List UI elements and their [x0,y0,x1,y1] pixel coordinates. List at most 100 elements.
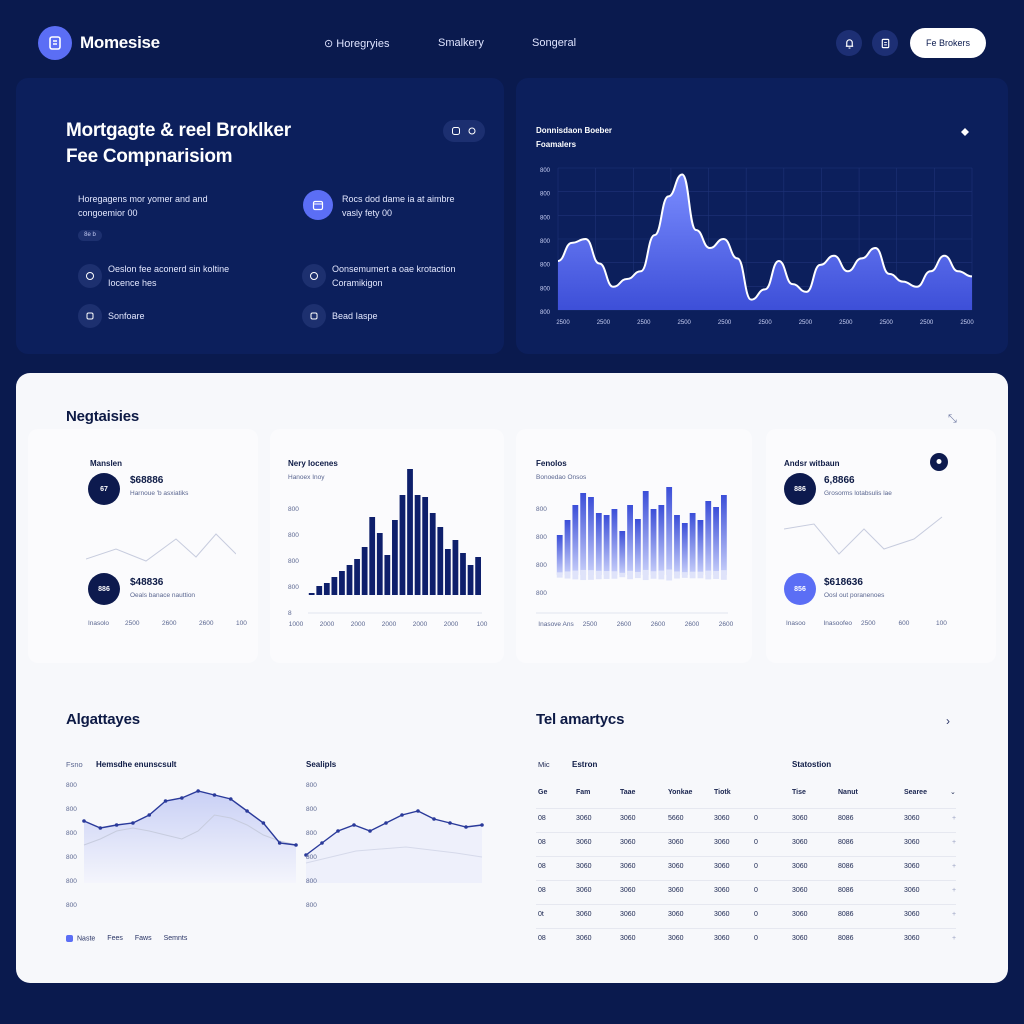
notification-icon[interactable] [836,30,862,56]
x-tick: 2600 [162,620,177,627]
bar [572,505,579,575]
row-expand-icon[interactable]: + [952,863,957,870]
brokers-cta-button[interactable]: Fe Brokers [910,28,986,58]
x-tick: 2500 [597,320,611,326]
x-tick: Inasoo [786,620,806,627]
document-icon[interactable] [872,30,898,56]
x-tick: 100 [477,621,488,628]
table-cell: 3060 [668,839,684,846]
card-title: Fenolos [536,459,567,468]
table-cell: 3060 [792,935,808,942]
x-tick: 2600 [651,621,666,628]
table-cell: 3060 [668,863,684,870]
table-cell: 3060 [620,839,636,846]
sort-chevron-icon[interactable]: ⌄ [950,789,956,796]
bar [713,507,719,575]
pin-icon[interactable] [960,124,970,142]
nav-item-1[interactable]: ⊙ Horegryies [324,37,389,50]
table-cell: 3060 [620,935,636,942]
nav-item-2[interactable]: Smalkery [438,37,484,49]
bar-secondary [650,571,657,579]
card-title: Nery Iocenes [288,459,338,468]
legend-item[interactable]: Naste [66,935,95,942]
chart-label: Fsno [66,760,83,769]
y-tick: 800 [540,168,551,174]
legend-label: Naste [77,935,96,943]
x-tick: 2600 [719,621,734,628]
line-series [83,814,297,846]
line-point [294,843,298,847]
location-icon[interactable] [930,453,948,471]
x-tick: 2500 [799,320,813,326]
y-tick: 800 [540,239,551,245]
row-expand-icon[interactable]: + [952,887,957,894]
bar-secondary [642,569,649,581]
table-cell: 3060 [576,815,592,822]
nav-item-3[interactable]: Songeral [532,37,577,49]
bar [619,531,626,575]
table-header[interactable]: Tise [792,789,806,796]
line-point [432,817,436,821]
table-header[interactable]: Tiotk [714,789,731,796]
line-point [131,821,135,825]
feature-3: Oeslon fee aconerd sin koltine Iocence h… [108,262,229,290]
bar-secondary [674,571,680,579]
line-point [277,841,282,845]
feature-text: Rocs dod dame ia at aimbre [342,194,455,204]
row-expand-icon[interactable]: + [952,935,957,942]
view-toggle[interactable] [443,120,485,142]
metric-value: 6,8866 [824,475,855,486]
y-tick: 800 [536,590,547,597]
feature-4: Oonsemumert a oae krotaction Coramikigon [332,262,456,290]
table-cell: 8086 [838,911,854,918]
card-title: Andsr witbaun [784,459,840,468]
hero-chart-title: Donnisdaon Boeber [536,126,613,135]
logo-icon[interactable] [38,26,72,60]
row-divider [536,808,956,809]
table-cell: 3060 [714,815,730,822]
sparkline-1 [86,533,236,562]
bar-secondary [697,571,704,579]
line-point [163,799,168,803]
x-tick: 1000 [289,621,304,628]
row-expand-icon[interactable]: + [952,839,957,846]
table-header[interactable]: Searee [904,789,927,796]
hero-title: Mortgagte & reel Broklker Fee Compnarisi… [66,118,326,170]
y-tick: 800 [306,806,317,813]
bar [361,547,368,595]
feature-2: Rocs dod dame ia at aimbre vasly fety 00 [342,192,455,220]
legend-swatch [66,935,73,942]
bar-secondary [611,571,618,579]
table-cell: 0 [754,935,758,942]
table-header[interactable]: Yonkae [668,789,693,796]
bar [674,515,680,575]
table-cell: 08 [538,815,546,822]
y-tick: 8 [288,610,292,617]
table-header[interactable]: Nanut [838,789,858,796]
row-expand-icon[interactable]: + [952,911,957,918]
calendar-icon [303,190,333,220]
table-cell: 08 [538,935,546,942]
legend-item[interactable]: Fees [107,935,123,942]
table-header[interactable]: Ge [538,789,548,796]
table-cell: 0t [538,911,544,918]
bar [595,513,602,575]
table-cell: 3060 [576,839,592,846]
legend-item[interactable]: Semnts [164,935,188,942]
bar [407,469,413,595]
row-expand-icon[interactable]: + [952,815,957,822]
metric-badge: 886 [88,573,120,605]
y-tick: 800 [306,830,317,837]
collapse-icon[interactable]: ⤡ [948,413,957,425]
line-point [98,826,103,830]
y-tick: 800 [536,506,547,513]
legend-label: Fees [107,935,123,942]
table-header[interactable]: Taae [620,789,636,796]
chevron-right-icon[interactable]: › [946,714,950,728]
table-header[interactable]: Fam [576,789,591,796]
table-cell: 3060 [792,887,808,894]
tag-pill[interactable]: 8e b [78,230,102,241]
legend-item[interactable]: Faws [135,935,152,942]
line-point [304,853,308,857]
row-divider [536,856,956,857]
